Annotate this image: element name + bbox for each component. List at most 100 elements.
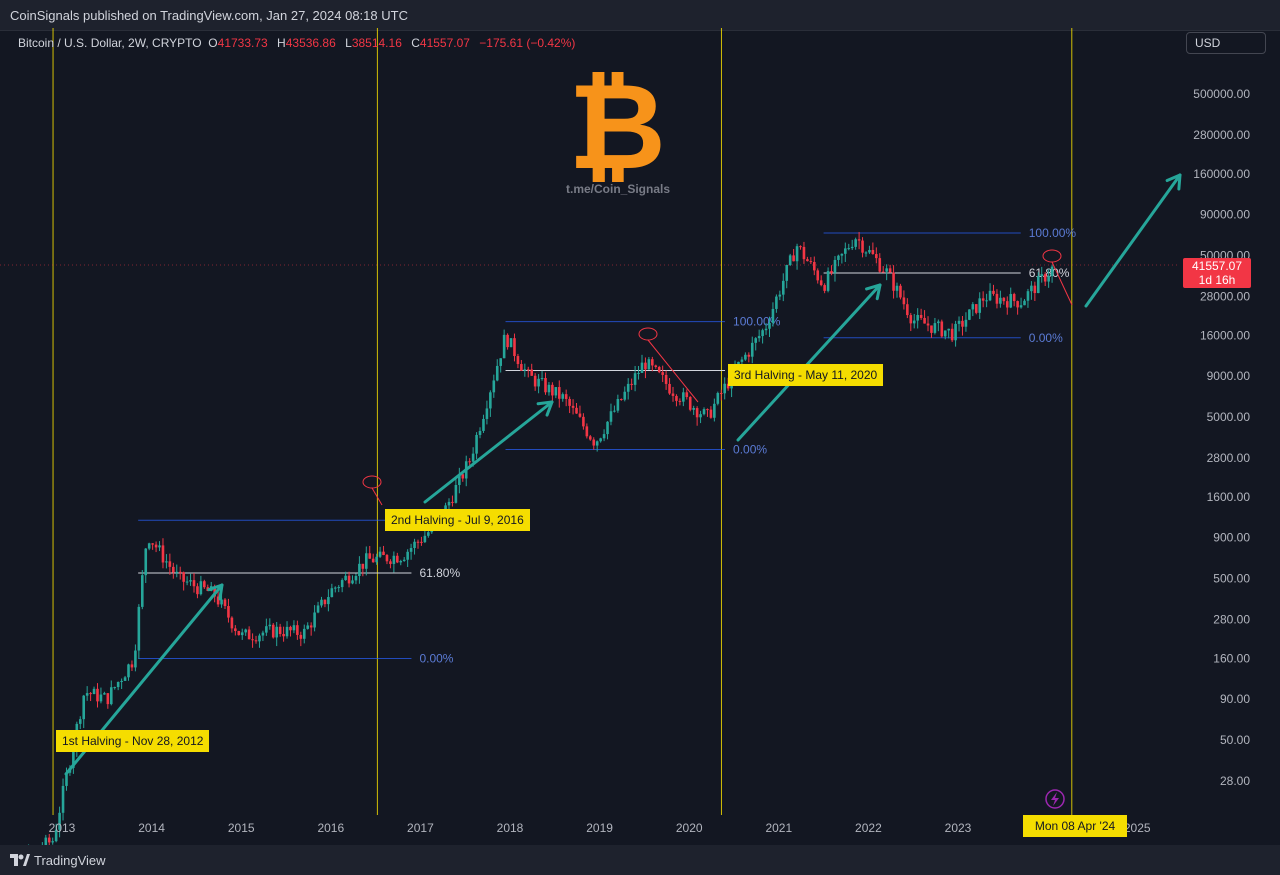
candle-body [988,290,992,301]
rejection-circle [1042,249,1062,263]
y-tick-label: 50.00 [1220,733,1250,747]
candle-body [333,587,337,589]
candle-body [378,551,382,557]
candle-body [368,553,372,559]
candle-body [309,625,313,628]
rejection-arrow [371,487,383,506]
candle-body [906,304,909,316]
candle-body [275,626,278,638]
candle-body [89,693,92,695]
candle-body [389,561,392,564]
candle-body [899,285,902,298]
candle-body [937,321,940,324]
trend-arrow [736,283,882,442]
candle-body [833,259,837,273]
candle-body [96,688,99,702]
candle-body [51,841,54,843]
y-tick-label: 500.00 [1213,572,1250,586]
candle-body [850,246,854,249]
candle-body [671,393,675,396]
candle-body [857,239,861,241]
candle-body [551,384,554,396]
candle-body [954,323,957,341]
x-axis-labels: 2013 2014 2015 2016 2017 2018 2019 2020 2021 2022… [49,821,1151,835]
candle-body [871,249,875,255]
candle-body [544,378,547,393]
candle-body [185,581,189,583]
candle-body [265,626,268,633]
candle-body [396,555,399,563]
candle-body [165,561,168,563]
candle-body [354,576,358,581]
candle-body [85,693,89,696]
rejection-circle [362,475,382,489]
x-tick-label: 2019 [586,821,613,835]
candle-body [771,308,775,323]
candle-body [661,372,664,375]
candle-body [781,280,785,295]
candle-body [158,545,161,548]
candle-body [826,271,830,291]
high-value: 43536.86 [285,36,336,50]
candle-body [788,255,792,265]
crosshair-date-tag: Mon 08 Apr '24 [1023,815,1127,837]
candle-body [261,632,265,636]
candle-body [1012,294,1016,302]
candle-body [299,634,303,639]
candle-body [530,369,534,376]
tradingview-logo[interactable]: TradingView [10,853,106,868]
candle-body [761,330,764,337]
arrow-head [875,283,882,301]
candle-body [557,387,561,399]
candle-body [902,297,906,305]
x-tick-label: 2022 [855,821,882,835]
candle-body [585,426,589,437]
candle-body [1050,266,1054,276]
candle-body [320,599,323,606]
candle-body [203,581,206,588]
candle-body [406,551,409,560]
y-tick-label: 9000.00 [1207,369,1251,383]
candle-body [178,571,182,573]
candle-body [254,640,258,642]
candle-body [864,252,868,254]
candle-body [1023,300,1026,306]
candle-body [875,254,878,259]
candle-body [137,606,141,651]
fib-level-label: 0.00% [733,443,767,457]
x-tick-label: 2023 [945,821,972,835]
close-label: C [411,36,420,50]
y-tick-label: 2800.00 [1207,451,1251,465]
fib-retracements: 100.00%61.80%0.00%100.00%61.80%0.00%100.… [138,226,1076,666]
candle-body [802,246,806,260]
candle-body [699,414,702,418]
candle-body [923,317,926,324]
candle-body [630,383,633,385]
candle-body [912,320,916,324]
candle-body [216,596,220,605]
x-tick-label: 2016 [317,821,344,835]
candle-body [499,358,502,366]
x-tick-label: 2021 [765,821,792,835]
candle-body [533,375,537,387]
tradingview-logo-icon [10,854,30,866]
currency-button[interactable]: USD [1186,32,1266,54]
candle-body [296,625,299,635]
candle-body [878,258,882,272]
candle-body [540,378,544,380]
watermark-handle: t.me/Coin_Signals [566,182,670,196]
candle-body [1033,285,1037,294]
candle-body [285,626,289,637]
chart-frame[interactable] [0,30,1280,846]
candle-body [382,551,385,556]
candle-body [881,271,885,273]
candle-body [582,416,585,427]
candle-body [768,322,771,329]
candle-body [134,650,137,668]
lightning-icon[interactable] [1045,789,1065,809]
candle-body [657,366,661,373]
candle-body [571,405,575,408]
candle-body [775,296,778,309]
candle-body [961,320,964,327]
